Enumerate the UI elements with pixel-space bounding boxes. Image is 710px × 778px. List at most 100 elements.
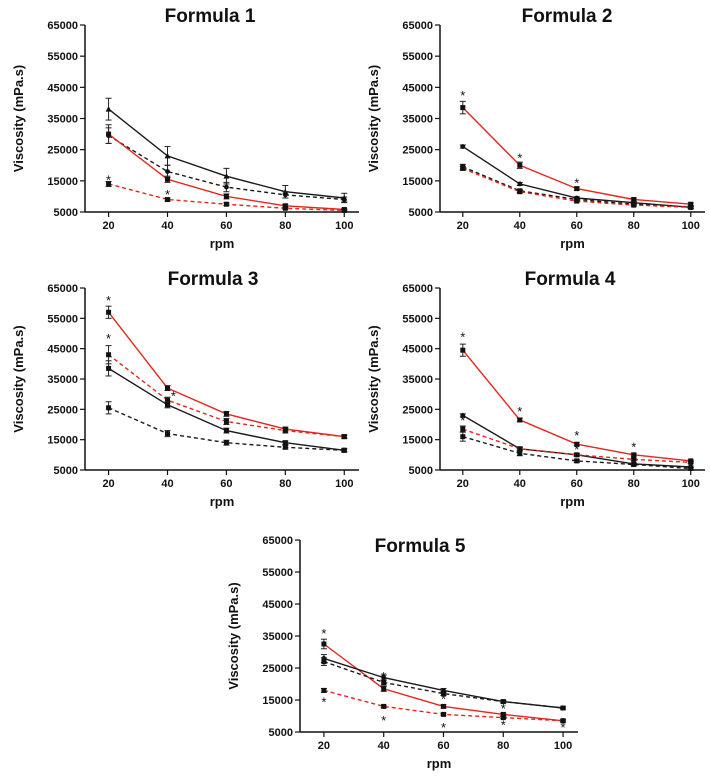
data-point <box>223 201 229 207</box>
x-tick-label: 100 <box>335 478 353 490</box>
x-tick-label: 40 <box>161 478 173 490</box>
series-line <box>108 354 345 438</box>
x-tick-label: 100 <box>682 220 700 232</box>
data-point <box>223 411 229 417</box>
x-tick-label: 80 <box>497 740 509 752</box>
x-tick-label: 60 <box>571 478 583 490</box>
y-tick-label: 45000 <box>47 344 78 356</box>
data-point <box>500 711 506 717</box>
data-point <box>517 417 523 423</box>
y-tick-label: 15000 <box>47 435 78 447</box>
series-4 <box>459 165 694 210</box>
y-tick-label: 65000 <box>47 283 78 295</box>
series-4 <box>105 180 348 213</box>
series-1 <box>320 638 567 724</box>
y-tick-label: 15000 <box>47 176 78 188</box>
data-point <box>321 641 327 647</box>
series-1 <box>459 100 694 207</box>
y-tick-label: 5000 <box>269 727 293 739</box>
significance-marker: * <box>460 330 465 345</box>
x-tick-label: 20 <box>457 220 469 232</box>
data-point <box>460 413 466 418</box>
data-point <box>631 197 637 203</box>
series-line <box>323 643 564 722</box>
x-axis-label: rpm <box>560 236 585 251</box>
data-point <box>282 192 288 198</box>
data-point <box>341 434 347 440</box>
data-point <box>282 205 288 211</box>
significance-marker: * <box>165 187 170 202</box>
data-point <box>223 440 229 446</box>
y-tick-label: 25000 <box>262 663 293 675</box>
data-point <box>460 426 466 432</box>
data-point <box>574 458 580 464</box>
significance-marker: * <box>441 720 446 735</box>
x-tick-label: 100 <box>682 478 700 490</box>
significance-marker: * <box>381 713 386 728</box>
x-tick-label: 60 <box>437 740 449 752</box>
y-tick-label: 35000 <box>402 114 433 126</box>
data-point <box>440 703 446 709</box>
y-tick-label: 5000 <box>409 207 433 219</box>
data-point <box>440 711 446 717</box>
data-point <box>223 428 229 434</box>
data-point <box>164 431 170 437</box>
data-point <box>574 186 580 192</box>
x-tick-label: 80 <box>279 478 291 490</box>
data-point <box>106 131 112 137</box>
data-point <box>688 465 694 471</box>
x-tick-label: 80 <box>628 478 640 490</box>
data-point <box>460 105 466 111</box>
data-point <box>517 189 523 195</box>
y-tick-label: 5000 <box>409 465 433 477</box>
significance-marker: * <box>441 691 446 706</box>
series-4 <box>459 431 694 471</box>
chart-panel-5: Formula 5 5000 15000 25000 35000 45000 55000 65… <box>226 535 578 771</box>
y-axis-label: Viscosity (mPa.s) <box>226 582 241 689</box>
data-point <box>282 428 288 434</box>
y-tick-label: 35000 <box>402 374 433 386</box>
chart-title: Formula 2 <box>522 6 613 27</box>
y-tick-label: 55000 <box>402 313 433 325</box>
chart-panel-2: Formula 2 5000 15000 25000 35000 45000 55000 65… <box>366 6 705 251</box>
data-point <box>631 452 637 458</box>
y-tick-label: 65000 <box>402 283 433 295</box>
data-point <box>164 152 171 159</box>
y-tick-label: 5000 <box>54 207 78 219</box>
series-3 <box>105 360 348 453</box>
series-line <box>323 660 564 709</box>
data-point <box>341 197 347 202</box>
y-tick-label: 25000 <box>402 145 433 157</box>
significance-marker: * <box>631 439 636 454</box>
y-tick-label: 25000 <box>47 404 78 416</box>
data-point <box>517 446 523 452</box>
data-point <box>164 197 170 203</box>
data-point <box>517 162 523 168</box>
y-tick-label: 55000 <box>47 51 78 63</box>
significance-marker: * <box>171 389 176 404</box>
data-point <box>106 365 112 371</box>
data-point <box>341 447 347 453</box>
data-point <box>164 176 170 182</box>
significance-marker: * <box>574 428 579 443</box>
data-point <box>106 405 112 411</box>
significance-marker: * <box>517 404 522 419</box>
x-axis-label: rpm <box>210 494 235 509</box>
x-tick-label: 60 <box>571 220 583 232</box>
data-point <box>165 169 170 174</box>
x-axis-label: rpm <box>560 494 585 509</box>
x-tick-label: 40 <box>514 478 526 490</box>
y-tick-label: 5000 <box>54 465 78 477</box>
significance-marker: * <box>501 718 506 733</box>
x-tick-label: 20 <box>102 478 114 490</box>
series-line <box>108 367 345 451</box>
y-tick-label: 45000 <box>402 344 433 356</box>
data-point <box>560 705 566 711</box>
data-point <box>223 173 230 179</box>
data-point <box>688 201 694 207</box>
y-tick-label: 45000 <box>402 82 433 94</box>
data-point <box>517 450 523 456</box>
y-tick-label: 35000 <box>262 631 293 643</box>
data-point <box>282 444 288 450</box>
